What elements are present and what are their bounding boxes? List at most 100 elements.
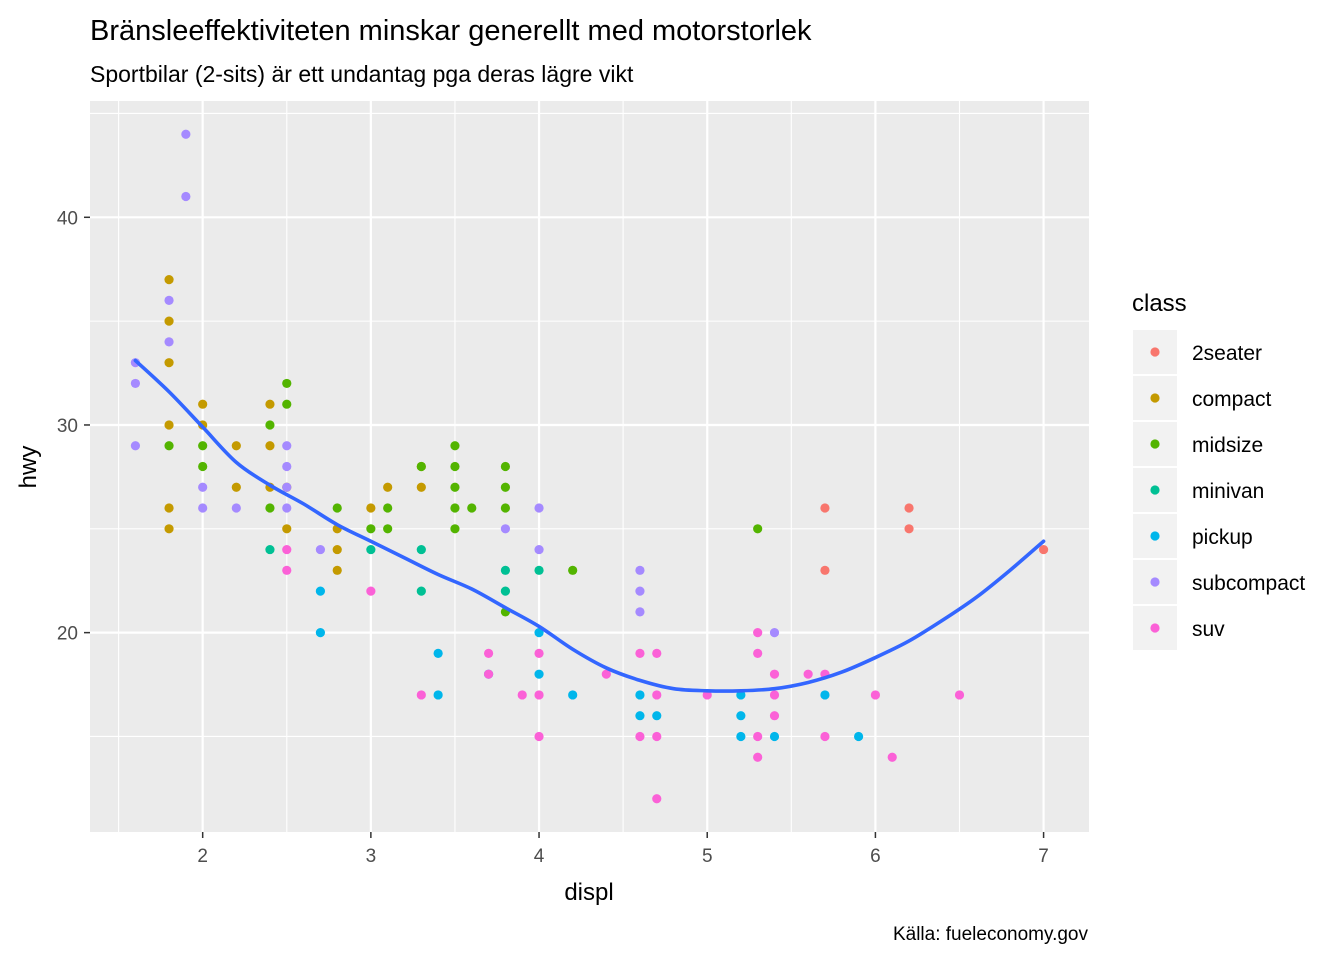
data-point-midsize — [282, 378, 292, 389]
data-point-subcompact — [164, 337, 174, 347]
data-point-compact — [265, 399, 275, 409]
data-point-suv — [416, 690, 426, 700]
data-point-2seater — [904, 503, 914, 513]
legend: class 2seater compact midsize minivan pickup… — [1132, 290, 1305, 650]
data-point-suv — [601, 669, 611, 679]
data-point-2seater — [820, 503, 830, 513]
data-point-compact — [164, 503, 174, 513]
data-point-compact — [198, 399, 208, 409]
legend-label-pickup: pickup — [1192, 526, 1253, 549]
legend-marker-minivan — [1150, 485, 1160, 495]
x-tick-label: 4 — [534, 846, 545, 867]
data-point-suv — [635, 648, 645, 659]
data-point-2seater — [820, 565, 830, 575]
data-point-pickup — [853, 731, 864, 742]
data-point-pickup — [433, 648, 443, 659]
y-axis: 20 30 40 — [57, 208, 90, 645]
data-point-minivan — [416, 544, 426, 555]
data-point-midsize — [332, 503, 342, 513]
data-point-midsize — [164, 441, 174, 451]
plot-background — [90, 101, 1089, 832]
data-point-suv — [769, 711, 780, 721]
data-point-suv — [282, 565, 292, 575]
y-axis-title: hwy — [15, 446, 42, 489]
data-point-midsize — [265, 503, 275, 513]
data-point-minivan — [416, 586, 426, 596]
data-point-pickup — [534, 669, 544, 679]
data-point-midsize — [450, 482, 460, 492]
data-point-subcompact — [282, 461, 292, 472]
data-point-pickup — [635, 711, 645, 721]
data-point-pickup — [652, 711, 662, 721]
data-point-suv — [753, 648, 763, 659]
data-point-midsize — [450, 441, 460, 451]
data-point-compact — [164, 274, 174, 285]
data-point-midsize — [450, 503, 460, 513]
data-point-compact — [164, 316, 174, 326]
plot-panel — [90, 101, 1089, 832]
data-point-midsize — [383, 524, 393, 534]
data-point-suv — [635, 731, 645, 742]
data-point-suv — [534, 731, 544, 742]
data-point-midsize — [568, 565, 578, 575]
legend-label-minivan: minivan — [1192, 480, 1264, 503]
legend-title: class — [1132, 290, 1187, 317]
data-point-midsize — [450, 461, 460, 472]
data-point-subcompact — [164, 295, 174, 305]
x-tick-label: 3 — [366, 846, 377, 867]
data-point-subcompact — [769, 628, 780, 638]
data-point-suv — [753, 628, 763, 638]
x-tick-label: 6 — [870, 846, 881, 867]
data-point-midsize — [265, 420, 275, 430]
chart-subtitle: Sportbilar (2-sits) är ett undantag pga … — [90, 61, 634, 87]
legend-marker-subcompact — [1150, 577, 1160, 587]
data-point-compact — [332, 565, 342, 575]
data-point-suv — [769, 669, 780, 679]
data-point-suv — [803, 669, 813, 679]
data-point-pickup — [534, 628, 544, 638]
data-point-subcompact — [198, 482, 208, 492]
data-point-suv — [887, 752, 897, 762]
legend-marker-compact — [1150, 393, 1160, 403]
data-point-subcompact — [198, 503, 208, 513]
data-point-compact — [164, 358, 174, 368]
data-point-midsize — [282, 399, 292, 409]
x-tick-label: 2 — [197, 846, 208, 867]
data-point-midsize — [500, 461, 511, 472]
data-point-midsize — [467, 503, 477, 513]
data-point-suv — [652, 648, 662, 659]
data-point-2seater — [1038, 544, 1049, 555]
data-point-suv — [652, 690, 662, 700]
data-point-midsize — [198, 441, 208, 451]
legend-marker-suv — [1150, 623, 1160, 633]
legend-marker-2seater — [1150, 347, 1160, 357]
data-point-suv — [870, 690, 881, 700]
data-point-compact — [265, 441, 275, 451]
x-axis-title: displ — [564, 879, 613, 906]
data-point-pickup — [769, 731, 780, 742]
data-point-midsize — [500, 503, 511, 513]
data-point-suv — [366, 586, 376, 596]
data-point-subcompact — [282, 441, 292, 451]
data-point-pickup — [315, 628, 326, 638]
data-point-compact — [282, 524, 292, 534]
data-point-pickup — [736, 711, 746, 721]
legend-label-subcompact: subcompact — [1192, 572, 1305, 595]
data-point-subcompact — [282, 503, 292, 513]
data-point-compact — [332, 544, 342, 555]
data-point-compact — [416, 482, 426, 492]
data-point-subcompact — [534, 544, 544, 555]
data-point-minivan — [534, 565, 544, 575]
data-point-suv — [769, 690, 780, 700]
data-point-pickup — [568, 690, 578, 700]
data-point-compact — [164, 524, 174, 534]
legend-marker-midsize — [1150, 439, 1160, 449]
smooth-line — [133, 358, 1046, 693]
data-point-subcompact — [534, 503, 544, 513]
x-axis: 2 3 4 5 6 7 — [197, 832, 1049, 867]
x-tick-label: 7 — [1038, 846, 1049, 867]
data-point-compact — [383, 482, 393, 492]
data-point-subcompact — [315, 544, 326, 555]
data-point-subcompact — [500, 524, 511, 534]
data-point-midsize — [383, 503, 393, 513]
